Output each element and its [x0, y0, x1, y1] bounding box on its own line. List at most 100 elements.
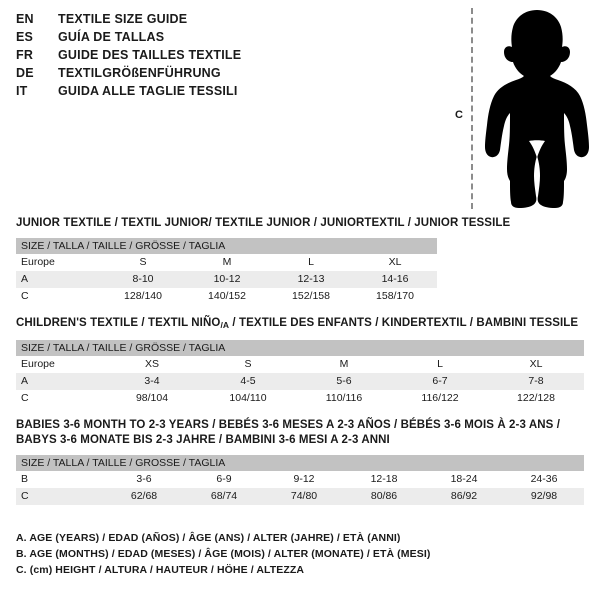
language-row: EN TEXTILE SIZE GUIDE [16, 10, 356, 28]
table-cell: M [185, 254, 269, 271]
section-title-junior: JUNIOR TEXTILE / TEXTIL JUNIOR/ TEXTILE … [16, 216, 510, 231]
row-label: Europe [16, 356, 104, 373]
height-marker-label: C [455, 109, 463, 121]
table-cell: 74/80 [264, 488, 344, 505]
table-cell: 128/140 [101, 288, 185, 305]
table-cell: 6-7 [392, 373, 488, 390]
children-size-table: SIZE / TALLA / TAILLE / GRÖSSE / TAGLIA … [16, 340, 584, 407]
table-row: C 128/140 140/152 152/158 158/170 [16, 288, 438, 305]
table-cell: L [269, 254, 353, 271]
table-cell: XL [353, 254, 438, 271]
row-label: Europe [16, 254, 101, 271]
language-code: ES [16, 30, 34, 44]
row-label: A [16, 373, 104, 390]
table-cell: 6-9 [184, 471, 264, 488]
table-cell: 110/116 [296, 390, 392, 407]
band-label: SIZE / TALLA / TAILLE / GRÖSSE / TAGLIA [16, 340, 584, 356]
table-cell: 14-16 [353, 271, 438, 288]
section-title-babies-line1: BABIES 3-6 MONTH TO 2-3 YEARS / BEBÉS 3-… [16, 418, 584, 433]
language-row: ES GUÍA DE TALLAS [16, 28, 356, 46]
table-cell: 4-5 [200, 373, 296, 390]
toddler-silhouette-icon [485, 10, 589, 208]
table-cell: 12-13 [269, 271, 353, 288]
table-row: Europe XS S M L XL [16, 356, 584, 373]
language-code: DE [16, 66, 34, 80]
language-code: FR [16, 48, 34, 62]
table-cell: S [101, 254, 185, 271]
legend-line-a: A. AGE (YEARS) / EDAD (AÑOS) / ÂGE (ANS)… [16, 532, 401, 544]
table-cell: 7-8 [488, 373, 584, 390]
table-cell: 86/92 [424, 488, 504, 505]
table-row: A 8-10 10-12 12-13 14-16 [16, 271, 438, 288]
section-title-children: CHILDREN'S TEXTILE / TEXTIL NIÑO/A / TEX… [16, 316, 584, 333]
table-cell: 9-12 [264, 471, 344, 488]
table-row: A 3-4 4-5 5-6 6-7 7-8 [16, 373, 584, 390]
language-title: GUIDE DES TAILLES TEXTILE [58, 48, 242, 62]
section-babies: BABIES 3-6 MONTH TO 2-3 YEARS / BEBÉS 3-… [16, 418, 585, 505]
section-title-text: BABIES 3-6 MONTH TO 2-3 YEARS / BEBÉS 3-… [16, 419, 560, 431]
language-title: GUIDA ALLE TAGLIE TESSILI [58, 84, 238, 98]
table-row: C 98/104 104/110 110/116 116/122 122/128 [16, 390, 584, 407]
language-row: IT GUIDA ALLE TAGLIE TESSILI [16, 82, 356, 100]
table-cell: XL [488, 356, 584, 373]
band-label: SIZE / TALLA / TAILLE / GRÖSSE / TAGLIA [16, 238, 438, 254]
legend-line-c: C. (cm) HEIGHT / ALTURA / HAUTEUR / HÖHE… [16, 564, 305, 576]
height-dashed-line [471, 8, 473, 209]
language-code: EN [16, 12, 34, 26]
language-row: FR GUIDE DES TAILLES TEXTILE [16, 46, 356, 64]
section-title-babies-line2: BABYS 3-6 MONATE BIS 2-3 JAHRE / BAMBINI… [16, 433, 584, 448]
table-cell: 24-36 [504, 471, 585, 488]
table-cell: 8-10 [101, 271, 185, 288]
table-band-row: SIZE / TALLA / TAILLE / GRÖSSE / TAGLIA [16, 238, 438, 254]
language-title: TEXTILGRÖßENFÜHRUNG [58, 66, 221, 80]
table-band-row: SIZE / TALLA / TAILLE / GRÖSSE / TAGLIA [16, 340, 584, 356]
language-title: TEXTILE SIZE GUIDE [58, 12, 188, 26]
table-cell: 92/98 [504, 488, 585, 505]
section-title-text: JUNIOR TEXTILE / TEXTIL JUNIOR/ TEXTILE … [16, 217, 511, 229]
table-cell: XS [104, 356, 200, 373]
table-cell: L [392, 356, 488, 373]
row-label: B [16, 471, 104, 488]
table-cell: 18-24 [424, 471, 504, 488]
table-cell: 158/170 [353, 288, 438, 305]
table-row: B 3-6 6-9 9-12 12-18 18-24 24-36 [16, 471, 585, 488]
section-junior: JUNIOR TEXTILE / TEXTIL JUNIOR/ TEXTILE … [16, 216, 510, 305]
language-code: IT [16, 84, 28, 98]
legend-line-b: B. AGE (MONTHS) / EDAD (MESES) / ÂGE (MO… [16, 548, 431, 560]
section-title-text: CHILDREN'S TEXTILE / TEXTIL NIÑO [16, 317, 221, 329]
table-cell: 3-6 [104, 471, 184, 488]
figure-area: C [445, 6, 595, 211]
table-band-row: SIZE / TALLA / TAILLE / GROSSE / TAGLIA [16, 455, 585, 471]
table-cell: M [296, 356, 392, 373]
section-title-subscript: /A [220, 320, 230, 330]
table-cell: 80/86 [344, 488, 424, 505]
table-cell: 104/110 [200, 390, 296, 407]
table-cell: 10-12 [185, 271, 269, 288]
section-title-text-tail: / TEXTILE DES ENFANTS / KINDERTEXTIL / B… [229, 317, 579, 329]
language-title: GUÍA DE TALLAS [58, 30, 165, 44]
table-row: Europe S M L XL [16, 254, 438, 271]
legend-block: A. AGE (YEARS) / EDAD (AÑOS) / ÂGE (ANS)… [16, 530, 430, 578]
table-cell: S [200, 356, 296, 373]
junior-size-table: SIZE / TALLA / TAILLE / GRÖSSE / TAGLIA … [16, 238, 438, 305]
table-row: C 62/68 68/74 74/80 80/86 86/92 92/98 [16, 488, 585, 505]
row-label: C [16, 488, 104, 505]
table-cell: 140/152 [185, 288, 269, 305]
table-cell: 98/104 [104, 390, 200, 407]
table-cell: 5-6 [296, 373, 392, 390]
table-cell: 62/68 [104, 488, 184, 505]
babies-size-table: SIZE / TALLA / TAILLE / GROSSE / TAGLIA … [16, 455, 585, 505]
table-cell: 116/122 [392, 390, 488, 407]
section-children: CHILDREN'S TEXTILE / TEXTIL NIÑO/A / TEX… [16, 316, 584, 407]
table-cell: 122/128 [488, 390, 584, 407]
table-cell: 68/74 [184, 488, 264, 505]
band-label: SIZE / TALLA / TAILLE / GROSSE / TAGLIA [16, 455, 585, 471]
table-cell: 3-4 [104, 373, 200, 390]
table-cell: 12-18 [344, 471, 424, 488]
language-row: DE TEXTILGRÖßENFÜHRUNG [16, 64, 356, 82]
row-label: C [16, 288, 101, 305]
row-label: C [16, 390, 104, 407]
language-header-block: EN TEXTILE SIZE GUIDE ES GUÍA DE TALLAS … [16, 10, 356, 100]
section-title-text: BABYS 3-6 MONATE BIS 2-3 JAHRE / BAMBINI… [16, 434, 390, 446]
